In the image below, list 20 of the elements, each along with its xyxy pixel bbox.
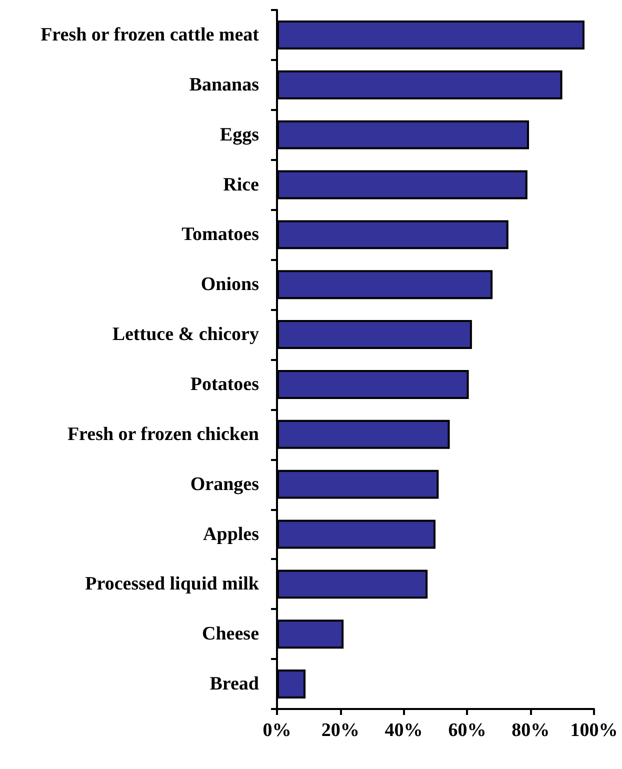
y-tick-label: Bread (210, 674, 260, 695)
y-tick-label: Fresh or frozen chicken (67, 424, 260, 445)
y-tick-label: Potatoes (190, 374, 259, 395)
x-tick-label: 40% (384, 720, 423, 741)
x-tick-label: 0% (262, 720, 292, 741)
y-tick-label: Tomatoes (182, 224, 259, 246)
y-tick-label: Bananas (189, 74, 259, 96)
x-tick-label: 60% (448, 720, 486, 741)
y-tick-label: Fresh or frozen cattle meat (40, 24, 260, 46)
x-tick-label: 20% (321, 720, 360, 741)
y-tick-label: Rice (223, 174, 259, 196)
x-tick-label: 100% (570, 720, 618, 741)
x-tick-label: 80% (512, 720, 550, 741)
y-tick-label: Onions (200, 274, 259, 296)
y-tick-label: Processed liquid milk (85, 574, 260, 595)
y-tick-label: Apples (203, 524, 259, 545)
y-tick-label: Oranges (190, 474, 259, 495)
y-tick-label: Lettuce & chicory (112, 324, 260, 346)
y-tick-label: Eggs (220, 124, 259, 146)
y-tick-label: Cheese (202, 624, 259, 645)
